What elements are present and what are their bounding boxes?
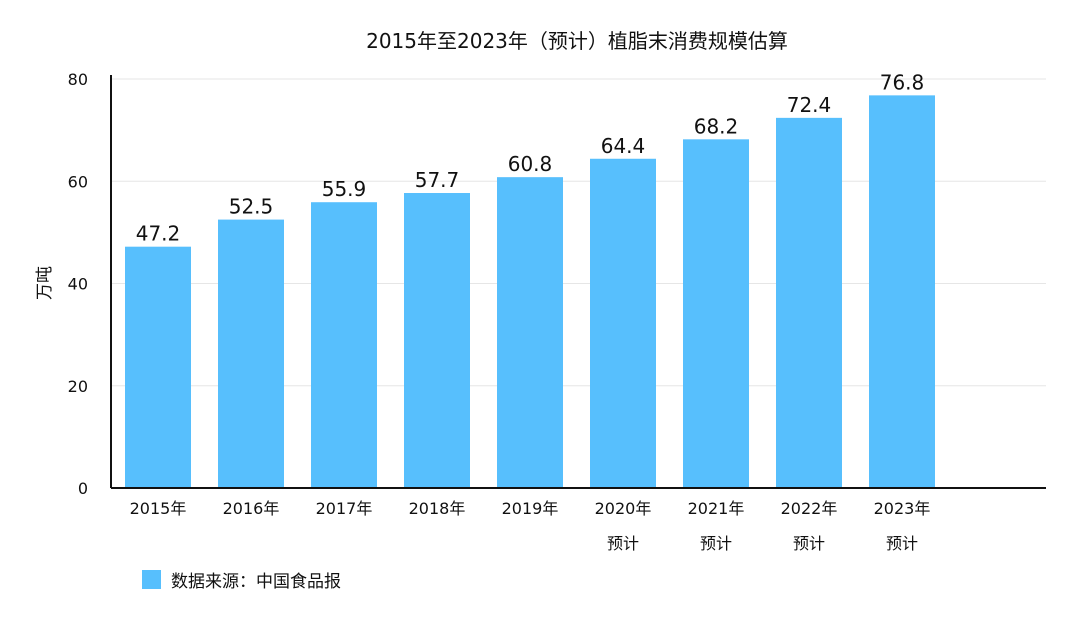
data-label: 76.8 xyxy=(880,70,925,94)
data-label: 60.8 xyxy=(508,152,553,176)
chart-title: 2015年至2023年（预计）植脂末消费规模估算 xyxy=(366,29,788,53)
bar xyxy=(125,246,191,488)
x-tick-label: 预计 xyxy=(886,534,918,553)
data-label: 52.5 xyxy=(229,195,274,219)
y-tick-label: 40 xyxy=(68,275,88,294)
x-tick-label: 2022年 xyxy=(781,499,838,518)
legend-swatch xyxy=(142,570,161,589)
data-label: 57.7 xyxy=(415,168,460,192)
legend: 数据来源：中国食品报 xyxy=(142,567,341,592)
y-axis-label: 万吨 xyxy=(35,266,55,300)
y-tick-label: 60 xyxy=(68,172,88,191)
x-tick-label: 2023年 xyxy=(874,499,931,518)
x-tick-label: 2021年 xyxy=(688,499,745,518)
x-tick-label: 2018年 xyxy=(409,499,466,518)
x-tick-label: 2019年 xyxy=(502,499,559,518)
bars xyxy=(125,95,935,489)
x-tick-label: 2020年 xyxy=(595,499,652,518)
bar xyxy=(683,139,749,488)
x-tick-label: 2015年 xyxy=(130,499,187,518)
y-tick-labels: 0 20 40 60 80 xyxy=(68,70,88,498)
data-label: 55.9 xyxy=(322,177,367,201)
y-tick-label: 20 xyxy=(68,377,88,396)
y-tick-label: 80 xyxy=(68,70,88,89)
data-labels: 47.2 52.5 55.9 57.7 60.8 64.4 68.2 72.4 76.8 xyxy=(136,70,925,245)
x-tick-label: 预计 xyxy=(793,534,825,553)
bar xyxy=(218,219,284,488)
bar xyxy=(590,158,656,488)
x-tick-label: 预计 xyxy=(607,534,639,553)
data-label: 68.2 xyxy=(694,114,739,138)
x-tick-label: 2017年 xyxy=(316,499,373,518)
data-label: 64.4 xyxy=(601,134,646,158)
x-tick-label: 预计 xyxy=(700,534,732,553)
bar xyxy=(497,177,563,488)
bar xyxy=(776,117,842,488)
bar xyxy=(311,202,377,488)
x-tick-label: 2016年 xyxy=(223,499,280,518)
y-tick-label: 0 xyxy=(78,479,88,498)
legend-label: 数据来源：中国食品报 xyxy=(171,572,341,592)
data-label: 72.4 xyxy=(787,93,832,117)
data-label: 47.2 xyxy=(136,222,181,246)
bar xyxy=(869,95,935,489)
bar xyxy=(404,193,470,489)
